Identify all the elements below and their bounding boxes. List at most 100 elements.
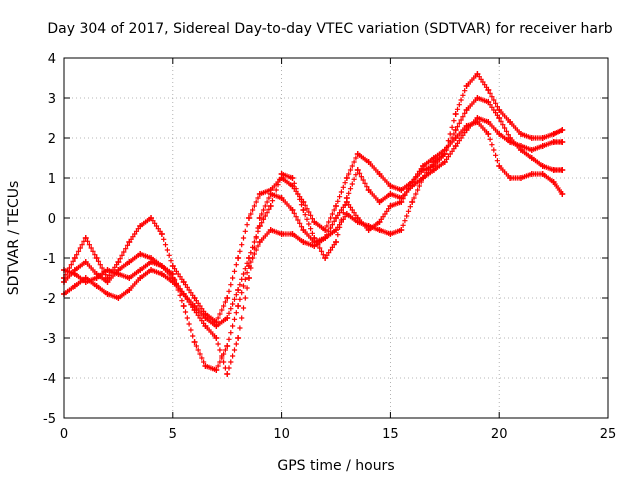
data-point [387,203,394,209]
data-point [507,119,514,125]
data-point [485,99,492,105]
y-axis-label: SDTVAR / TECUs [6,181,22,296]
data-point [559,191,566,197]
data-point [441,147,448,153]
data-point [333,215,339,221]
data-point [191,339,198,345]
x-tick-label: 15 [382,427,399,442]
data-point [245,275,252,281]
data-point [158,263,165,269]
data-point [430,155,437,161]
data-point [463,83,470,89]
data-point [137,275,144,281]
data-series [61,71,566,377]
data-point [387,231,394,237]
data-point [452,143,459,149]
data-point [300,239,307,245]
y-tick-label: 2 [48,132,56,147]
axis-ticks: 0 5 10 15 20 25 -5 -4 -3 -2 -1 0 1 2 3 4 [43,52,616,442]
data-point [528,147,535,153]
data-point [376,219,383,225]
data-point [539,143,546,149]
data-point [213,335,220,341]
data-point [441,159,448,165]
data-point [398,199,405,205]
data-point [387,191,394,197]
data-point [289,231,296,237]
data-point [191,295,198,301]
data-point [180,279,187,285]
y-tick-label: 1 [48,172,56,187]
y-tick-label: -1 [43,252,56,267]
data-point [517,147,524,153]
data-point [376,199,383,205]
data-point [528,155,535,161]
data-point [452,111,459,117]
data-point [496,115,503,121]
data-point [343,211,350,217]
data-point [398,187,405,193]
data-point [202,323,209,329]
data-point [539,171,546,177]
data-point [278,195,285,201]
data-point [289,207,296,213]
data-point [245,215,252,221]
data-point [289,183,296,189]
data-point [559,127,566,133]
data-point [256,239,263,245]
data-point [517,175,524,181]
data-point [126,287,133,293]
data-point [485,119,492,125]
x-axis-label: GPS time / hours [277,458,394,474]
data-point [300,199,307,205]
data-point [311,219,318,225]
data-point [354,215,361,221]
data-point [256,215,263,221]
y-tick-label: -3 [43,332,56,347]
data-point [322,235,329,241]
data-point [300,207,307,213]
data-point [365,187,372,193]
data-point [333,203,339,209]
data-point [376,171,383,177]
data-point [550,167,557,173]
x-tick-label: 20 [491,427,508,442]
data-point [474,95,481,101]
data-point [452,135,459,141]
data-point [559,167,566,173]
data-point [267,227,274,233]
data-point [224,343,231,349]
x-tick-label: 0 [60,427,68,442]
data-point [398,227,405,233]
data-point [267,191,274,197]
data-point [343,175,350,181]
data-point [485,87,492,93]
data-point [137,251,144,257]
data-point [496,163,503,169]
data-point [82,235,89,241]
data-point [104,267,111,273]
data-point [115,259,122,265]
data-point [180,291,187,297]
data-point [213,323,220,329]
data-point [343,199,350,205]
data-point [409,179,416,185]
data-point [452,127,459,133]
data-point [126,275,133,281]
data-point [71,271,78,277]
data-point [376,227,383,233]
data-point [169,275,176,281]
data-point [169,263,176,269]
data-point [517,131,524,137]
data-point [289,175,296,181]
data-point [496,107,503,113]
data-point [365,159,372,165]
data-point [387,183,394,189]
data-point [409,199,416,205]
data-point [235,303,242,309]
data-point [420,163,427,169]
y-tick-label: -4 [43,372,56,387]
data-point [507,175,514,181]
data-point [311,239,318,245]
data-point [137,223,144,229]
